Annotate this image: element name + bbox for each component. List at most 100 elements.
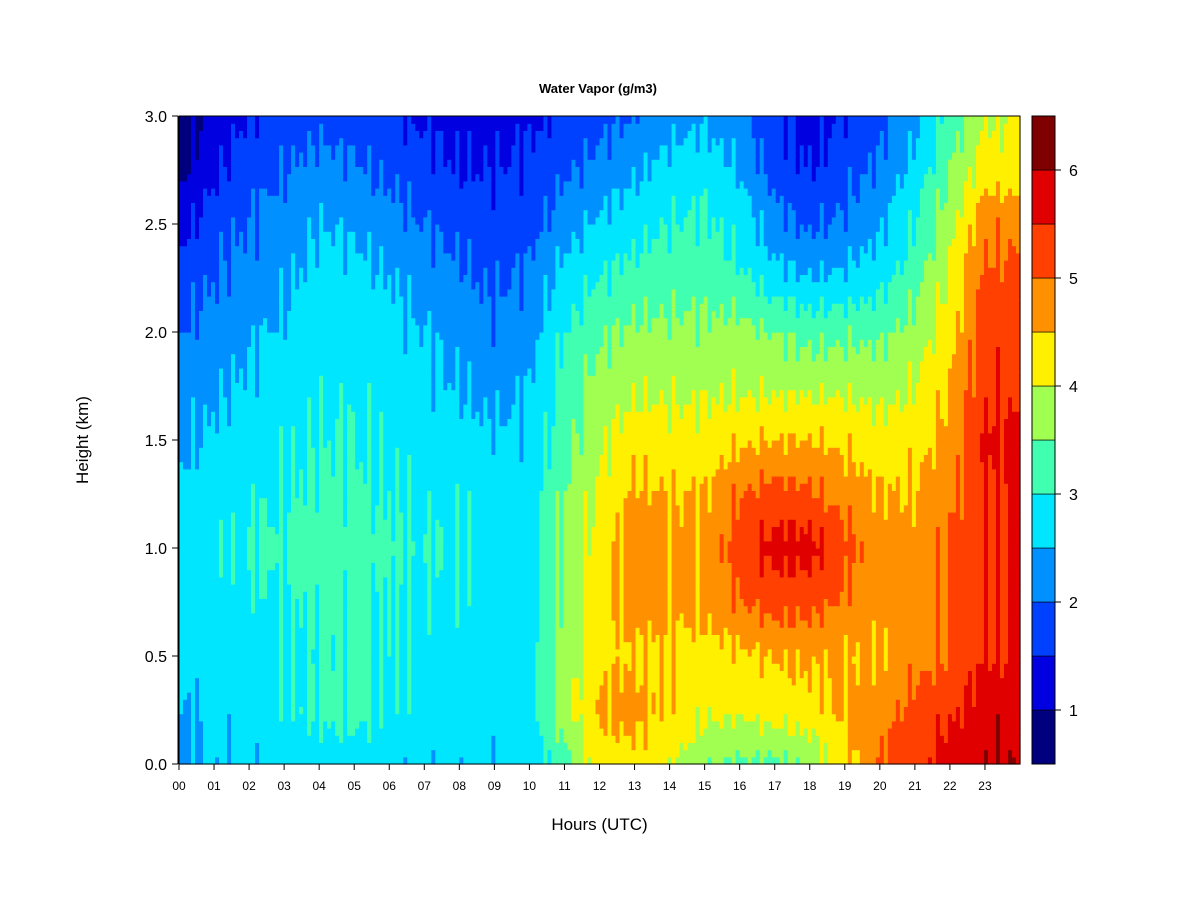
- heatmap-cell: [331, 396, 336, 405]
- heatmap-cell: [395, 591, 400, 599]
- heatmap-cell: [371, 188, 376, 196]
- heatmap-cell: [235, 353, 240, 362]
- heatmap-cell: [255, 360, 260, 369]
- heatmap-cell: [327, 562, 332, 571]
- heatmap-cell: [219, 699, 224, 707]
- heatmap-cell: [399, 634, 404, 643]
- heatmap-cell: [399, 692, 404, 700]
- heatmap-cell: [343, 260, 348, 268]
- heatmap-cell: [387, 476, 392, 484]
- heatmap-cell: [275, 166, 280, 175]
- heatmap-cell: [307, 418, 312, 427]
- heatmap-cell: [239, 540, 244, 549]
- heatmap-cell: [199, 720, 204, 729]
- heatmap-cell: [215, 648, 220, 657]
- heatmap-cell: [195, 368, 200, 376]
- heatmap-cell: [335, 555, 340, 563]
- heatmap-cell: [319, 152, 324, 160]
- heatmap-cell: [339, 137, 344, 146]
- heatmap-cell: [179, 440, 184, 448]
- heatmap-cell: [195, 713, 200, 722]
- heatmap-cell: [351, 360, 356, 369]
- heatmap-cell: [391, 656, 396, 664]
- heatmap-cell: [219, 180, 224, 189]
- heatmap-cell: [335, 332, 340, 340]
- heatmap-cell: [339, 562, 344, 571]
- heatmap-cell: [191, 620, 196, 628]
- heatmap-cell: [319, 641, 324, 650]
- heatmap-cell: [295, 519, 300, 527]
- heatmap-cell: [299, 648, 304, 657]
- heatmap-cell: [263, 742, 268, 751]
- heatmap-cell: [391, 339, 396, 347]
- heatmap-cell: [227, 332, 232, 340]
- heatmap-cell: [183, 209, 188, 218]
- heatmap-cell: [371, 346, 376, 355]
- heatmap-cell: [187, 576, 192, 585]
- heatmap-cell: [179, 137, 184, 146]
- heatmap-cell: [211, 461, 216, 470]
- heatmap-cell: [327, 382, 332, 391]
- heatmap-cell: [335, 144, 340, 153]
- heatmap-cell: [195, 468, 200, 477]
- heatmap-cell: [251, 382, 256, 391]
- heatmap-cell: [303, 404, 308, 412]
- heatmap-cell: [383, 576, 388, 585]
- heatmap-cell: [243, 533, 248, 542]
- heatmap-cell: [179, 598, 184, 607]
- heatmap-cell: [335, 663, 340, 671]
- heatmap-cell: [359, 699, 364, 707]
- heatmap-cell: [247, 418, 252, 427]
- heatmap-cell: [311, 627, 316, 635]
- heatmap-cell: [395, 216, 400, 225]
- heatmap-cell: [287, 490, 292, 499]
- heatmap-cell: [211, 389, 216, 398]
- heatmap-cell: [311, 317, 316, 326]
- heatmap-cell: [259, 353, 264, 362]
- heatmap-cell: [267, 440, 272, 448]
- heatmap-cell: [347, 173, 352, 182]
- heatmap-cell: [391, 137, 396, 146]
- heatmap-cell: [343, 353, 348, 362]
- heatmap-cell: [231, 360, 236, 369]
- heatmap-cell: [291, 245, 296, 254]
- heatmap-cell: [339, 368, 344, 376]
- heatmap-cell: [283, 605, 288, 614]
- heatmap-cell: [319, 368, 324, 376]
- heatmap-cell: [299, 598, 304, 607]
- heatmap-cell: [211, 612, 216, 621]
- heatmap-cell: [275, 267, 280, 275]
- heatmap-cell: [203, 195, 208, 203]
- heatmap-cell: [219, 252, 224, 261]
- heatmap-cell: [199, 418, 204, 427]
- heatmap-cell: [223, 555, 228, 563]
- heatmap-cell: [359, 324, 364, 333]
- heatmap-cell: [311, 720, 316, 729]
- heatmap-cell: [379, 641, 384, 650]
- heatmap-cell: [255, 519, 260, 527]
- heatmap-cell: [239, 303, 244, 311]
- heatmap-cell: [351, 555, 356, 563]
- heatmap-cell: [203, 620, 208, 628]
- heatmap-cell: [183, 152, 188, 160]
- heatmap-cell: [335, 497, 340, 506]
- heatmap-cell: [367, 692, 372, 700]
- heatmap-cell: [271, 468, 276, 477]
- heatmap-cell: [371, 670, 376, 679]
- heatmap-cell: [243, 224, 248, 232]
- heatmap-cell: [207, 620, 212, 628]
- heatmap-cell: [259, 576, 264, 585]
- heatmap-cell: [207, 288, 212, 297]
- heatmap-cell: [255, 116, 260, 124]
- heatmap-cell: [187, 317, 192, 326]
- heatmap-cell: [247, 692, 252, 700]
- heatmap-cell: [239, 310, 244, 319]
- heatmap-cell: [243, 144, 248, 153]
- heatmap-cell: [195, 584, 200, 592]
- heatmap-cell: [299, 483, 304, 491]
- heatmap-cell: [395, 130, 400, 139]
- heatmap-cell: [339, 303, 344, 311]
- heatmap-cell: [203, 749, 208, 758]
- heatmap-cell: [239, 519, 244, 527]
- heatmap-cell: [395, 699, 400, 707]
